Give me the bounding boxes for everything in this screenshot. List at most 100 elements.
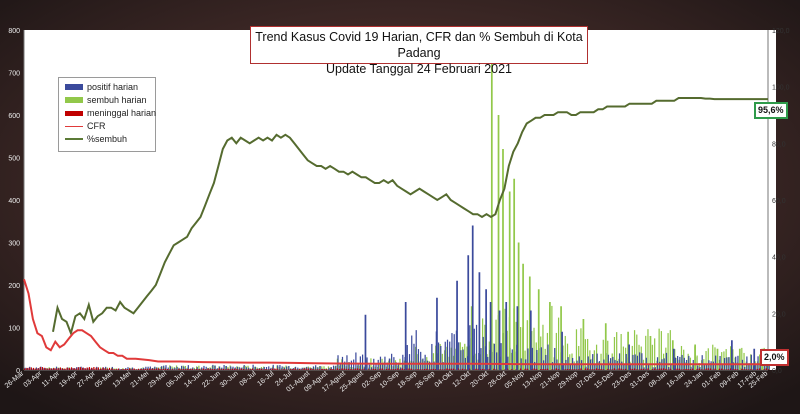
bar-positif bbox=[417, 349, 420, 370]
bar-sembuh-peak bbox=[497, 115, 500, 370]
bar-positif bbox=[165, 365, 167, 370]
bar-positif-peak bbox=[471, 225, 474, 370]
bar-meninggal bbox=[66, 367, 68, 370]
bar-meninggal bbox=[122, 369, 124, 370]
bar-sembuh-peak bbox=[560, 306, 562, 370]
bar-meninggal bbox=[332, 369, 334, 370]
bar-sembuh bbox=[723, 351, 725, 370]
bar-meninggal bbox=[379, 368, 381, 370]
bar-positif bbox=[82, 367, 84, 370]
bar-positif bbox=[239, 367, 241, 370]
bar-meninggal bbox=[108, 367, 111, 370]
bar-positif bbox=[145, 366, 147, 370]
bar-positif bbox=[621, 361, 623, 370]
bar-meninggal bbox=[669, 368, 671, 370]
bar-positif bbox=[408, 354, 411, 370]
bar-sembuh bbox=[562, 345, 564, 370]
bar-meninggal bbox=[95, 367, 97, 370]
bar-meninggal bbox=[37, 368, 39, 370]
bar-meninggal bbox=[564, 369, 566, 370]
bar-meninggal bbox=[750, 369, 752, 370]
bar-positif bbox=[236, 366, 239, 370]
bar-meninggal bbox=[352, 369, 354, 370]
bar-meninggal bbox=[609, 369, 611, 370]
bar-sembuh bbox=[732, 349, 734, 370]
bar-sembuh bbox=[193, 367, 196, 370]
bar-meninggal bbox=[218, 368, 220, 370]
bar-sembuh bbox=[142, 367, 144, 370]
bar-positif-peak bbox=[436, 297, 438, 370]
bar-meninggal bbox=[452, 368, 455, 370]
bar-meninggal bbox=[589, 369, 591, 370]
bar-meninggal bbox=[488, 368, 490, 370]
bar-meninggal bbox=[209, 368, 211, 370]
bar-meninggal bbox=[414, 369, 417, 370]
bar-meninggal bbox=[557, 369, 560, 370]
bar-meninggal bbox=[323, 369, 325, 370]
bar-meninggal bbox=[155, 368, 158, 370]
bar-meninggal bbox=[642, 368, 645, 370]
bar-meninggal bbox=[97, 367, 99, 370]
bar-meninggal bbox=[263, 369, 265, 370]
bar-meninggal bbox=[70, 367, 73, 370]
bar-positif bbox=[225, 365, 227, 370]
bar-meninggal bbox=[296, 369, 298, 370]
bar-positif bbox=[154, 366, 156, 370]
bar-meninggal bbox=[144, 368, 146, 370]
bar-meninggal bbox=[86, 367, 88, 370]
bar-sembuh bbox=[721, 352, 723, 370]
bar-positif bbox=[616, 360, 618, 370]
bar-positif bbox=[286, 366, 288, 370]
bar-positif-peak bbox=[731, 340, 733, 370]
bar-meninggal bbox=[678, 368, 680, 370]
bar-positif bbox=[668, 366, 670, 370]
bar-positif-peak bbox=[529, 310, 532, 370]
bar-sembuh bbox=[533, 327, 535, 370]
bar-sembuh-peak bbox=[738, 348, 741, 370]
bar-positif bbox=[714, 355, 717, 370]
bar-meninggal bbox=[705, 368, 707, 370]
bar-meninggal bbox=[35, 368, 37, 370]
bar-meninggal bbox=[88, 367, 91, 370]
bar-meninggal bbox=[236, 368, 238, 370]
bar-meninggal bbox=[359, 368, 361, 370]
bar-meninggal bbox=[325, 369, 327, 370]
bar-positif bbox=[355, 352, 357, 370]
bar-meninggal bbox=[506, 368, 508, 370]
bar-positif bbox=[415, 330, 417, 370]
bar-positif bbox=[203, 365, 205, 370]
bar-positif bbox=[607, 354, 609, 370]
bar-positif bbox=[574, 364, 576, 370]
bar-positif bbox=[426, 360, 428, 370]
bar-sembuh bbox=[645, 335, 647, 370]
bar-positif bbox=[26, 368, 29, 370]
bar-positif bbox=[690, 366, 692, 370]
bar-meninggal bbox=[725, 369, 727, 370]
bar-meninggal bbox=[269, 369, 271, 370]
bar-positif bbox=[361, 354, 364, 370]
bar-meninggal bbox=[511, 369, 513, 370]
bar-positif bbox=[172, 368, 174, 370]
bar-positif-peak bbox=[672, 348, 675, 370]
bar-meninggal bbox=[368, 369, 370, 370]
bar-meninggal bbox=[334, 369, 336, 370]
bar-positif bbox=[370, 367, 373, 370]
bar-meninggal bbox=[272, 368, 274, 370]
bar-meninggal bbox=[227, 368, 229, 370]
bar-meninggal bbox=[193, 369, 196, 370]
bar-sembuh bbox=[520, 327, 522, 370]
bar-positif bbox=[759, 365, 761, 370]
bar-meninggal bbox=[32, 367, 35, 370]
bar-positif-peak bbox=[467, 255, 470, 370]
bar-meninggal bbox=[390, 369, 392, 370]
bar-positif-peak bbox=[364, 314, 367, 370]
bar-sembuh bbox=[546, 332, 549, 370]
bar-sembuh-peak bbox=[522, 263, 524, 370]
bar-meninggal bbox=[754, 369, 756, 370]
y-left-tick-label: 800 bbox=[8, 28, 20, 35]
bar-sembuh bbox=[602, 339, 604, 370]
bar-meninggal bbox=[535, 368, 537, 370]
bar-positif bbox=[122, 369, 125, 370]
bar-meninggal bbox=[397, 368, 399, 370]
bar-sembuh bbox=[613, 336, 616, 370]
